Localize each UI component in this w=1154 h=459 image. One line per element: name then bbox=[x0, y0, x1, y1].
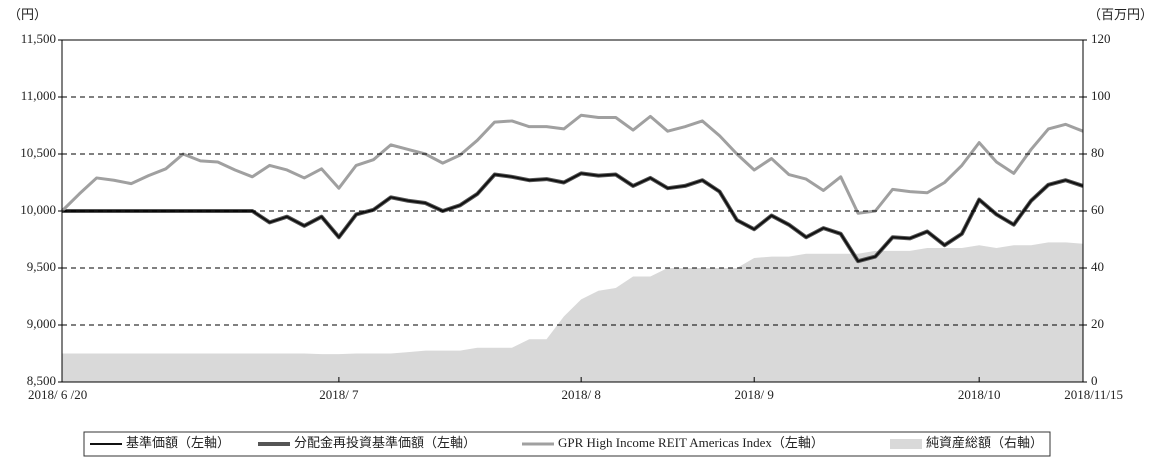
x-tick-label: 2018/11/15 bbox=[1064, 387, 1123, 402]
x-tick-label: 2018/ 6 /20 bbox=[28, 387, 87, 402]
legend-box bbox=[83, 431, 1051, 457]
y2-tick-label: 80 bbox=[1091, 145, 1104, 160]
y2-tick-label: 0 bbox=[1091, 373, 1098, 388]
y-unit: （円） bbox=[8, 7, 47, 22]
legend-label: 分配金再投資基準価額（左軸） bbox=[294, 435, 476, 450]
x-tick-label: 2018/10 bbox=[958, 387, 1001, 402]
plot-frame bbox=[61, 39, 1084, 383]
y-tick-label: 10,500 bbox=[20, 145, 56, 160]
line bbox=[60, 113, 1084, 215]
y-tick-label: 11,000 bbox=[21, 88, 56, 103]
x-tick-label: 2018/ 8 bbox=[561, 387, 600, 402]
y2-tick-label: 20 bbox=[1091, 316, 1104, 331]
x-tick-label: 2018/ 7 bbox=[319, 387, 359, 402]
area bbox=[62, 242, 1083, 382]
y-tick-label: 11,500 bbox=[21, 31, 56, 46]
legend-label: GPR High Income REIT Americas Index（左軸） bbox=[558, 435, 824, 450]
y-tick-label: 9,500 bbox=[27, 259, 56, 274]
x-tick-label: 2018/ 9 bbox=[735, 387, 774, 402]
legend-swatch bbox=[890, 439, 922, 449]
y2-unit: （百万円） bbox=[1088, 7, 1153, 22]
line bbox=[62, 172, 1084, 263]
line bbox=[62, 171, 1084, 264]
y-tick-label: 9,000 bbox=[27, 316, 56, 331]
y2-tick-label: 40 bbox=[1091, 259, 1104, 274]
y2-tick-label: 120 bbox=[1091, 31, 1111, 46]
y2-tick-label: 100 bbox=[1091, 88, 1111, 103]
legend-label: 純資産総額（右軸） bbox=[926, 435, 1043, 450]
y2-tick-label: 60 bbox=[1091, 202, 1104, 217]
y-tick-label: 8,500 bbox=[27, 373, 56, 388]
y-tick-label: 10,000 bbox=[20, 202, 56, 217]
legend-label: 基準価額（左軸） bbox=[126, 435, 230, 450]
